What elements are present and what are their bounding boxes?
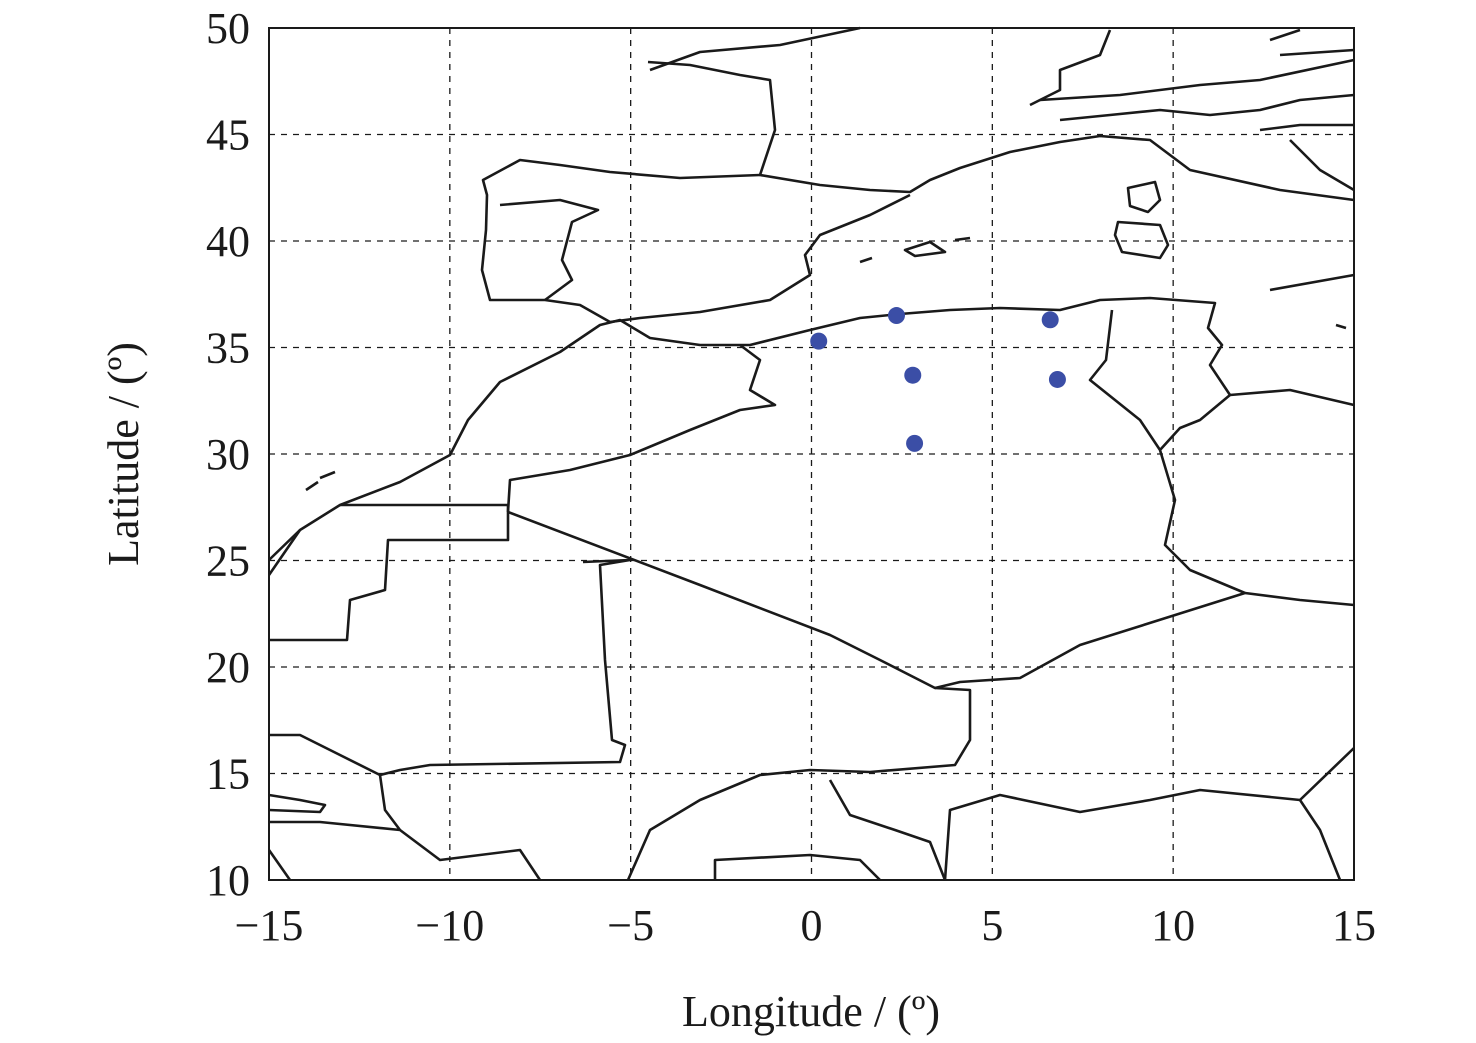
x-axis-ticks: −15 −10 −5 0 5 10 15 <box>235 901 1376 950</box>
station-point <box>887 307 905 325</box>
x-tick-label: −10 <box>415 901 484 950</box>
y-tick-label: 35 <box>206 324 250 373</box>
y-tick-label: 30 <box>206 430 250 479</box>
plot-frame <box>268 27 1355 881</box>
y-tick-label: 45 <box>206 111 250 160</box>
x-axis-label: Longitude / (º) <box>682 987 940 1036</box>
y-tick-label: 25 <box>206 537 250 586</box>
y-axis-label: Latitude / (º) <box>99 342 148 566</box>
grid-lines <box>269 28 1354 880</box>
station-points <box>810 307 1066 452</box>
station-point <box>904 366 922 384</box>
coastlines <box>267 26 1355 881</box>
x-tick-label: 15 <box>1332 901 1376 950</box>
station-point <box>1048 370 1066 388</box>
y-axis-ticks: 10 15 20 25 30 35 40 45 50 <box>206 4 250 905</box>
y-tick-label: 50 <box>206 4 250 53</box>
station-point <box>810 332 828 350</box>
y-tick-label: 10 <box>206 856 250 905</box>
x-tick-label: 5 <box>981 901 1003 950</box>
x-tick-label: −15 <box>235 901 304 950</box>
station-point <box>1041 311 1059 329</box>
x-tick-label: 0 <box>801 901 823 950</box>
y-tick-label: 20 <box>206 643 250 692</box>
x-tick-label: 10 <box>1151 901 1195 950</box>
y-tick-label: 15 <box>206 750 250 799</box>
x-tick-label: −5 <box>607 901 654 950</box>
station-point <box>906 434 924 452</box>
y-tick-label: 40 <box>206 217 250 266</box>
